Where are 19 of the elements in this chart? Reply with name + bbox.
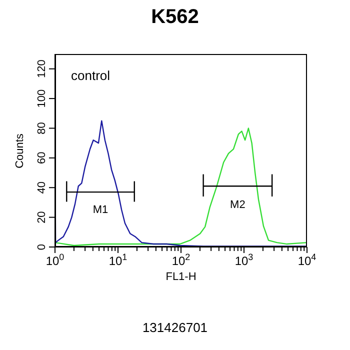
y-tick-label: 100: [36, 89, 48, 108]
y-tick-label: 120: [36, 60, 48, 78]
x-tick-label: 10$^{1}$: [108, 252, 128, 268]
x-tick-label: 10$^{3}$: [234, 252, 254, 268]
annotation: control: [71, 68, 110, 83]
y-tick-label: 0: [36, 244, 48, 250]
x-tick-label: 10$^{2}$: [172, 252, 190, 268]
x-tick-label: 10$^{0}$: [46, 252, 64, 268]
series-label: M2: [230, 198, 246, 211]
y-axis-title: Counts: [14, 133, 26, 168]
y-tick-label: 80: [36, 122, 48, 134]
chart-title: K562: [150, 6, 200, 29]
x-tick-label: 10$^{4}$: [298, 252, 316, 268]
y-tick-label: 60: [36, 152, 48, 164]
series-label: M1: [92, 204, 108, 216]
y-tick-label: 40: [36, 181, 48, 194]
text: 131426701: [141, 320, 209, 335]
y-tick-label: 20: [36, 211, 48, 224]
x-axis-title: FL1-H: [164, 271, 198, 283]
